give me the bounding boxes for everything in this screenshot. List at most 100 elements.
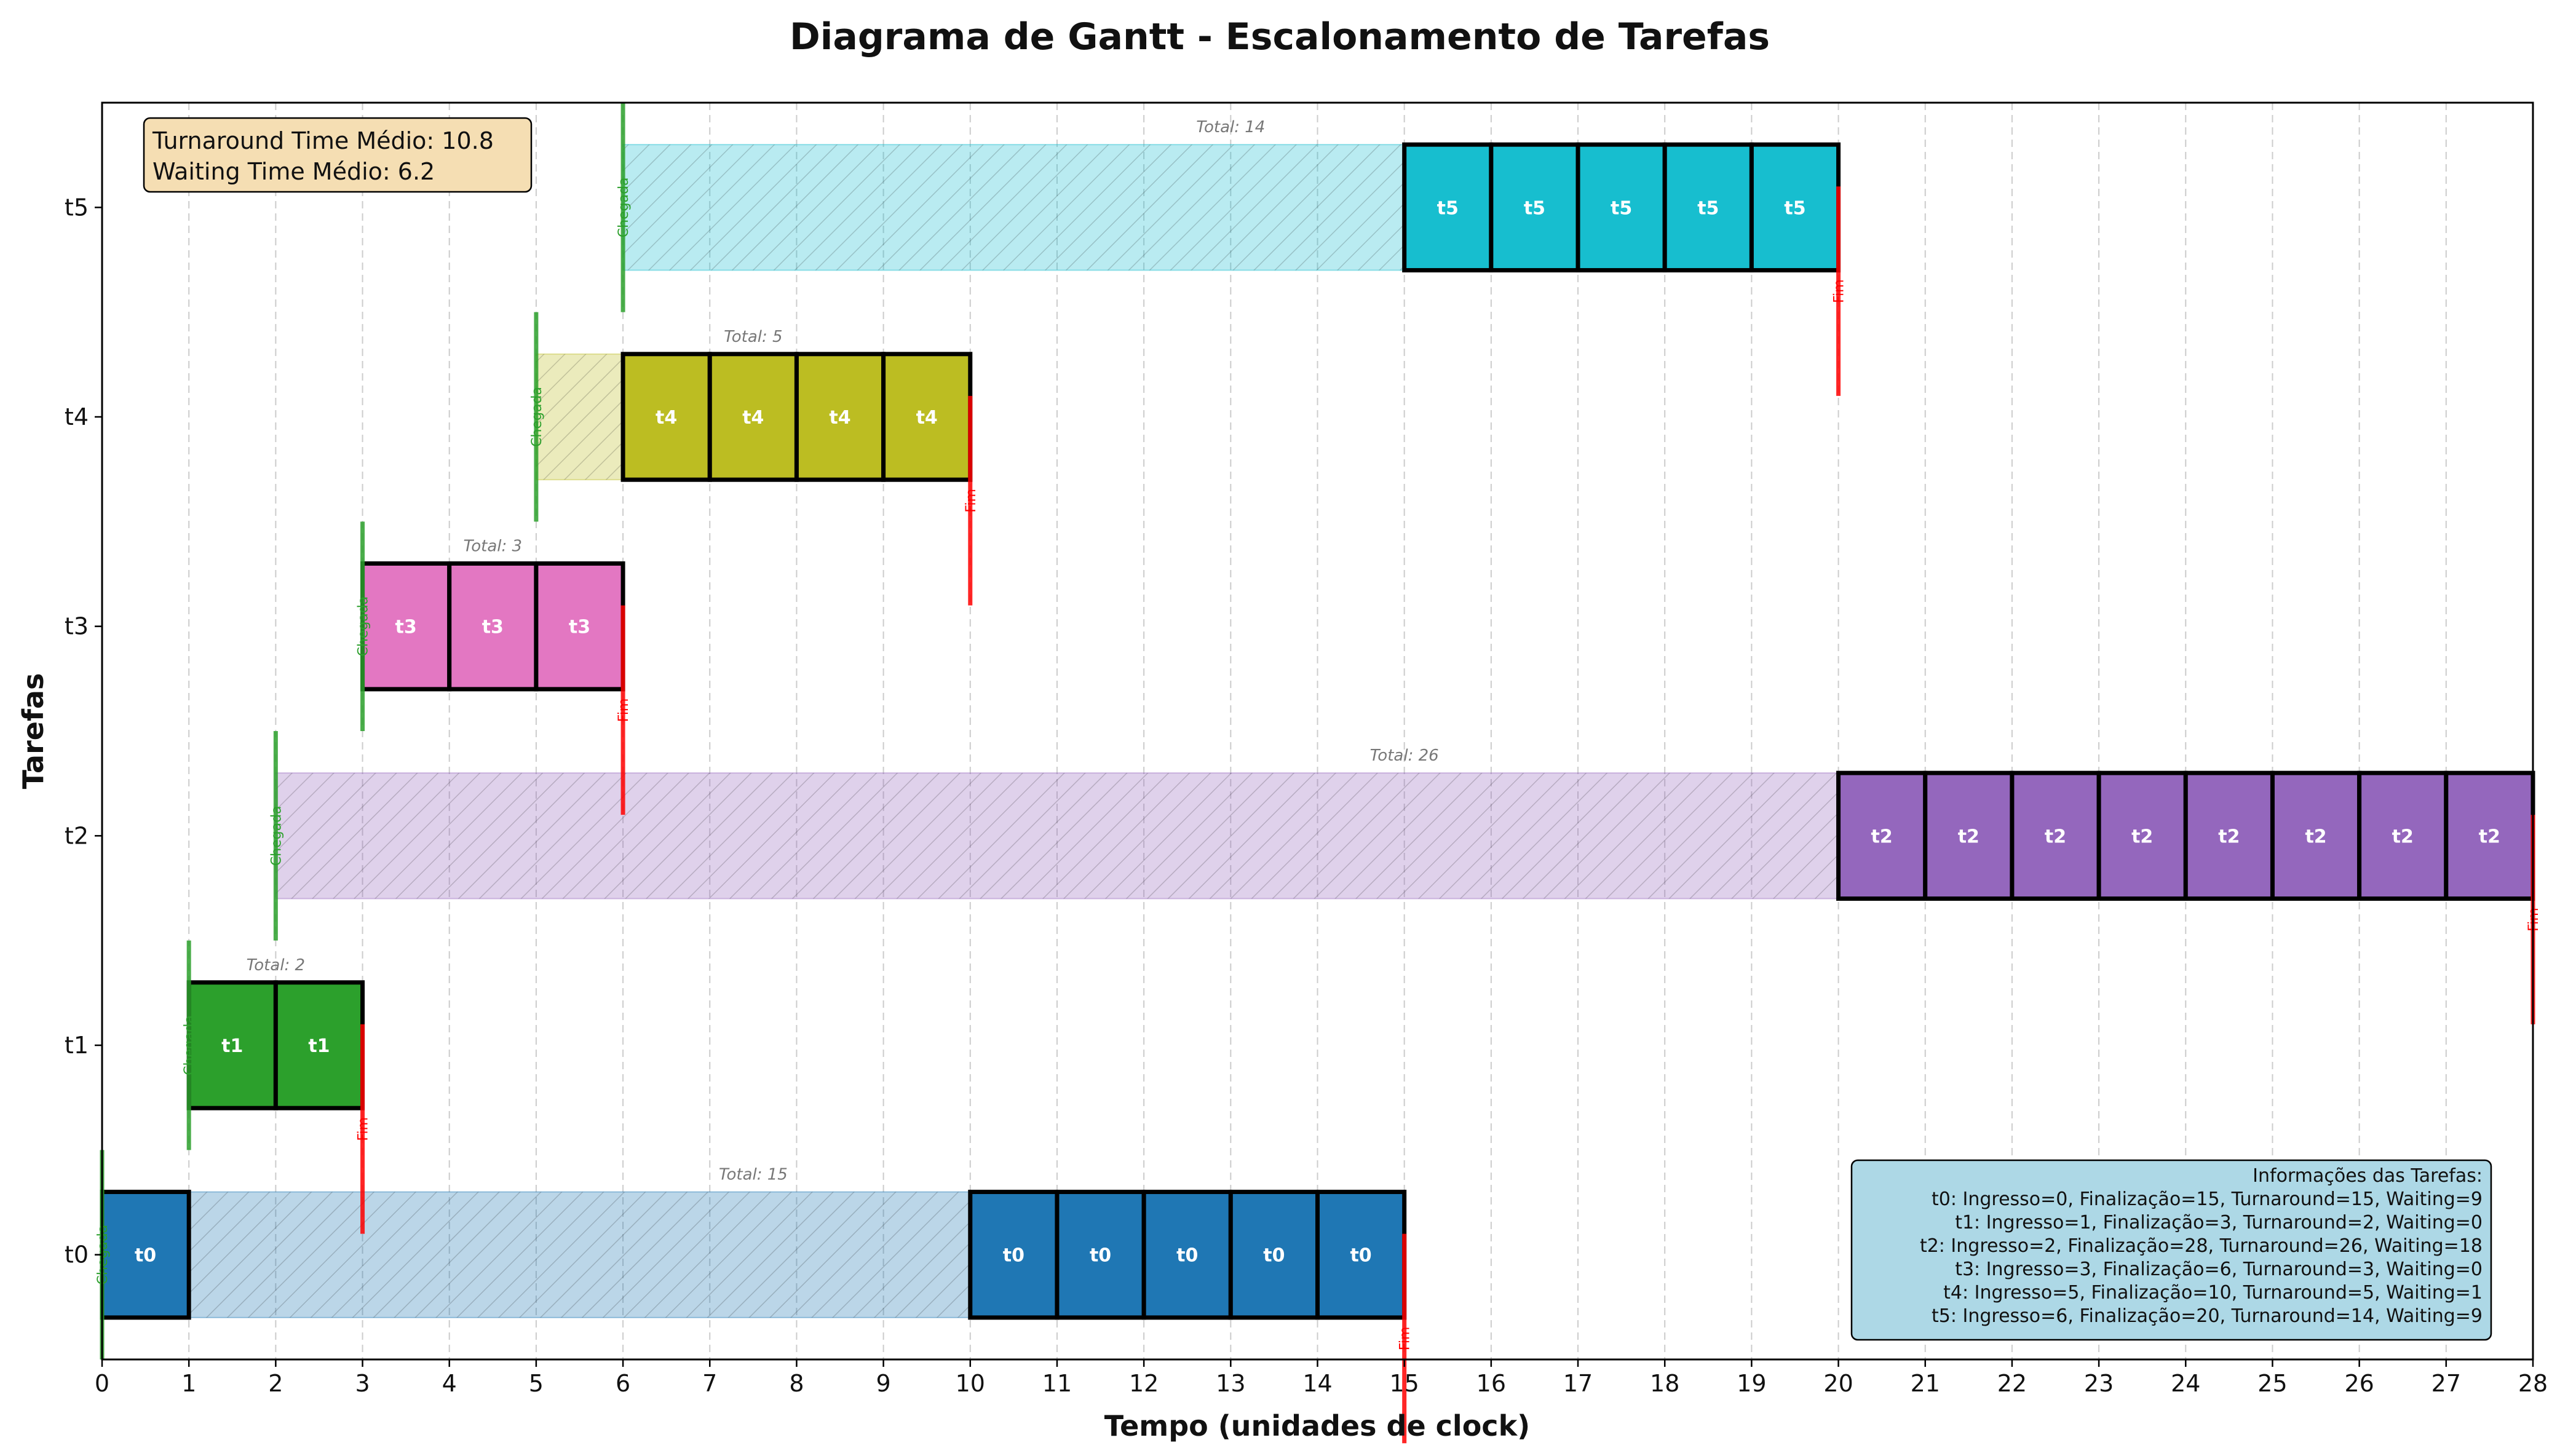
execution-segment (620, 352, 712, 482)
total-label: Total: 15 (719, 1165, 788, 1184)
segment-label: t5 (1524, 197, 1545, 219)
x-tick-label: 18 (1650, 1370, 1679, 1397)
execution-segment (1575, 142, 1667, 273)
segment-label: t0 (1350, 1245, 1371, 1267)
stats-box: Turnaround Time Médio: 10.8 Waiting Time… (143, 117, 533, 193)
x-tick-label: 10 (956, 1370, 985, 1397)
segment-label: t1 (221, 1035, 243, 1057)
y-tick-label: t3 (65, 613, 89, 640)
execution-segment (1749, 142, 1841, 273)
segment-label: t2 (2131, 826, 2153, 847)
x-tick-label: 4 (442, 1370, 457, 1397)
x-tick-label: 6 (616, 1370, 630, 1397)
execution-segment (1923, 770, 2015, 901)
stats-box-bg (143, 117, 533, 193)
segment-label: t0 (1090, 1245, 1111, 1267)
execution-segment (1055, 1189, 1146, 1320)
end-label: Fim (356, 1117, 371, 1141)
stats-waiting: Waiting Time Médio: 6.2 (153, 158, 435, 185)
execution-segment (100, 1189, 191, 1320)
x-tick-label: 13 (1216, 1370, 1245, 1397)
end-label: Fim (1398, 1327, 1413, 1351)
segment-label: t5 (1697, 197, 1719, 219)
execution-segment (1228, 1189, 1320, 1320)
x-tick-label: 27 (2431, 1370, 2461, 1397)
y-tick-label: t1 (65, 1032, 89, 1059)
y-tick-label: t4 (65, 403, 89, 430)
y-axis-label: Tarefas (17, 673, 50, 789)
execution-segment (534, 561, 625, 692)
segment-label: t0 (1263, 1245, 1285, 1267)
execution-segment (1315, 1189, 1407, 1320)
total-label: Total: 5 (724, 328, 783, 346)
x-tick-label: 2 (268, 1370, 283, 1397)
x-tick-label: 19 (1737, 1370, 1766, 1397)
segment-label: t0 (135, 1245, 156, 1267)
segment-label: t2 (2479, 826, 2500, 847)
arrival-label: Chegada (529, 387, 545, 447)
arrival-label: Chegada (356, 596, 371, 657)
end-label: Fim (616, 698, 632, 722)
total-label: Total: 14 (1196, 118, 1265, 136)
segment-label: t1 (308, 1035, 330, 1057)
x-tick-label: 1 (181, 1370, 196, 1397)
segment-label: t5 (1784, 197, 1805, 219)
end-label: Fim (964, 489, 979, 513)
stats-turnaround: Turnaround Time Médio: 10.8 (152, 127, 494, 154)
arrival-label: Chegada (616, 177, 632, 237)
x-tick-label: 21 (1911, 1370, 1940, 1397)
y-axis-ticks: t0 t1 t2 t3 t4 t5 (65, 194, 102, 1268)
info-line: t2: Ingresso=2, Finalização=28, Turnarou… (1920, 1235, 2483, 1257)
x-tick-label: 17 (1563, 1370, 1593, 1397)
info-line: t0: Ingresso=0, Finalização=15, Turnarou… (1932, 1189, 2483, 1210)
event-markers: Chegada Fim Chegada Fim Chegada Fim Chegada Fim… (95, 103, 2542, 1444)
total-label: Total: 26 (1370, 746, 1439, 765)
info-box: Informações das Tarefas: t0: Ingresso=0,… (1850, 1159, 2492, 1341)
segment-label: t2 (1958, 826, 1979, 847)
segment-label: t2 (2305, 826, 2326, 847)
segment-label: t2 (2392, 826, 2414, 847)
y-tick-label: t5 (65, 194, 89, 221)
execution-segment (2096, 770, 2188, 901)
execution-segment (1662, 142, 1754, 273)
x-axis-ticks: 0 1 2 3 4 5 6 7 8 9 10 11 12 13 14 15 16 17 18 19 20 21 22 23 24… (95, 1359, 2548, 1397)
x-tick-label: 26 (2344, 1370, 2374, 1397)
segment-label: t3 (395, 617, 417, 638)
segment-label: t5 (1611, 197, 1632, 219)
x-tick-label: 23 (2084, 1370, 2114, 1397)
execution-segment (1489, 142, 1580, 273)
execution-segment (447, 561, 539, 692)
segment-label: t5 (1437, 197, 1459, 219)
total-label: Total: 3 (464, 537, 523, 555)
x-tick-label: 28 (2518, 1370, 2548, 1397)
info-box-bg (1850, 1159, 2492, 1341)
info-title: Informações das Tarefas: (2253, 1165, 2483, 1187)
segment-label: t4 (656, 407, 677, 429)
x-tick-label: 8 (789, 1370, 804, 1397)
x-tick-label: 14 (1302, 1370, 1332, 1397)
total-label: Total: 2 (247, 956, 306, 975)
segment-label: t4 (916, 407, 938, 429)
y-tick-label: t0 (65, 1241, 89, 1268)
x-tick-label: 15 (1389, 1370, 1419, 1397)
chart-title: Diagrama de Gantt - Escalonamento de Tar… (790, 15, 1770, 58)
x-tick-label: 25 (2257, 1370, 2287, 1397)
x-tick-label: 16 (1476, 1370, 1506, 1397)
x-tick-label: 24 (2171, 1370, 2200, 1397)
x-tick-label: 12 (1129, 1370, 1159, 1397)
y-tick-label: t2 (65, 822, 89, 849)
execution-bars: t0 t0 t0 t0 t0 t0 t1 t1 t2 t2 t2 t2 t2 t2 t2 t2 t3 t3 t3 t4… (100, 142, 2535, 1320)
info-line: t1: Ingresso=1, Finalização=3, Turnaroun… (1955, 1212, 2483, 1233)
x-tick-label: 5 (529, 1370, 544, 1397)
x-tick-label: 22 (1997, 1370, 2027, 1397)
arrival-label: Chegada (269, 805, 284, 866)
segment-label: t4 (742, 407, 764, 429)
end-label: Fim (1832, 279, 1847, 303)
segment-label: t3 (482, 617, 504, 638)
x-tick-label: 9 (876, 1370, 891, 1397)
execution-segment (968, 1189, 1060, 1320)
x-tick-label: 11 (1042, 1370, 1072, 1397)
execution-segment (794, 352, 886, 482)
segment-label: t2 (2218, 826, 2240, 847)
segment-label: t2 (1871, 826, 1893, 847)
